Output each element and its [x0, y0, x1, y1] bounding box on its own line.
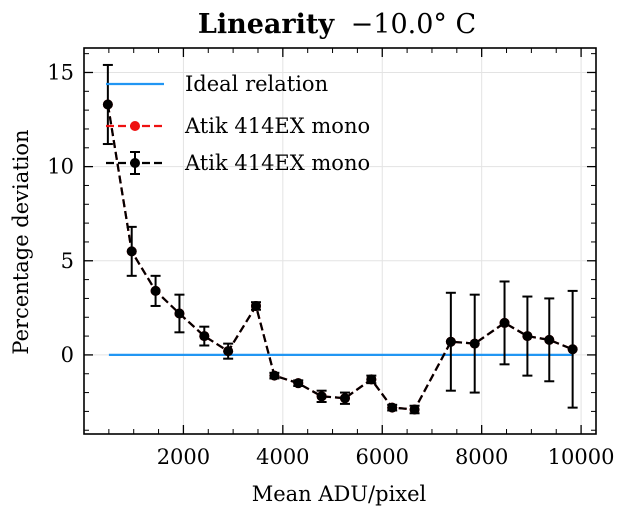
y-tick-label: 15: [47, 60, 74, 84]
legend-marker-1: [130, 121, 140, 131]
y-axis-label: Percentage deviation: [9, 129, 33, 354]
legend-marker-2: [130, 158, 140, 168]
y-tick-label: 5: [61, 249, 74, 273]
x-tick-label: 2000: [157, 445, 210, 469]
data-point: [387, 402, 398, 413]
data-point: [366, 374, 377, 385]
data-point: [293, 378, 304, 389]
x-tick-label: 8000: [455, 445, 508, 469]
x-tick-label: 6000: [356, 445, 409, 469]
x-tick-label: 4000: [256, 445, 309, 469]
data-point: [316, 391, 327, 402]
legend: Ideal relation Atik 414EX mono Atik 414EX …: [106, 72, 370, 175]
data-point: [469, 338, 480, 349]
axes-frame: [83, 47, 597, 435]
data-point: [567, 344, 578, 355]
data-point: [199, 331, 210, 342]
x-axis-label: Mean ADU/pixel: [252, 482, 427, 506]
data-point: [126, 246, 137, 257]
data-point: [499, 317, 510, 328]
data-point: [150, 285, 161, 296]
data-point: [250, 300, 261, 311]
data-point: [102, 99, 113, 110]
data-point: [445, 336, 456, 347]
chart-title: Linearity −10.0° C: [198, 9, 476, 40]
data-point: [409, 404, 420, 415]
tick-layer: 2000 4000 6000 8000 10000 0 5 10 15: [47, 48, 614, 469]
data-point: [269, 370, 280, 381]
series-layer: [102, 63, 578, 415]
chart-title-main: Linearity: [198, 9, 335, 40]
x-tick-label: 10000: [548, 445, 615, 469]
grid-layer: [84, 48, 596, 434]
chart-title-suffix: −10.0° C: [351, 9, 476, 40]
y-tick-label: 10: [47, 155, 74, 179]
data-point: [522, 331, 533, 342]
legend-label-0: Ideal relation: [185, 72, 328, 96]
legend-label-2: Atik 414EX mono: [184, 151, 370, 175]
data-point: [223, 346, 234, 357]
data-point: [174, 308, 185, 319]
series-line-2: [106, 104, 574, 411]
data-point: [339, 393, 350, 404]
plot-frame: [83, 47, 597, 435]
y-tick-label: 0: [61, 343, 74, 367]
data-point: [544, 334, 555, 345]
legend-label-1: Atik 414EX mono: [184, 114, 370, 138]
